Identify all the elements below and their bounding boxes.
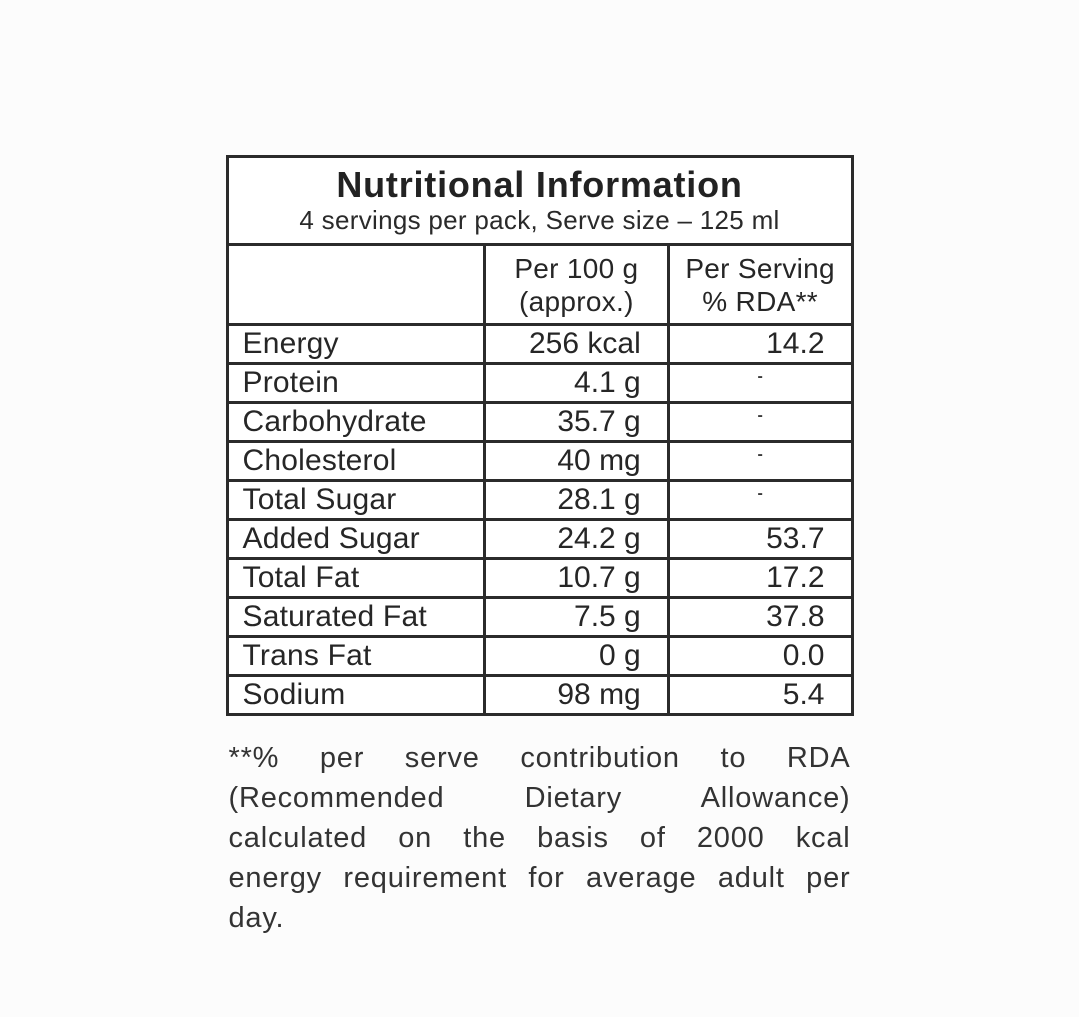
- nutrient-name: Energy: [225, 323, 486, 365]
- nutrition-label: Nutritional Information 4 servings per p…: [225, 155, 854, 938]
- nutrient-name: Total Sugar: [225, 479, 486, 521]
- table-row: Sodium 98 mg 5.4: [225, 674, 854, 716]
- per-100g-value: 28.1 g: [483, 479, 670, 521]
- title-row: Nutritional Information 4 servings per p…: [225, 155, 854, 246]
- per-serving-value: 53.7: [666, 518, 854, 560]
- nutrient-name: Trans Fat: [225, 635, 486, 677]
- per-100g-value: 98 mg: [483, 674, 670, 716]
- nutrient-name: Cholesterol: [225, 440, 486, 482]
- column-header-per-100g-line1: Per 100 g: [514, 252, 639, 284]
- table-row: Total Sugar 28.1 g-: [225, 479, 854, 521]
- table-row: Added Sugar 24.2 g 53.7: [225, 518, 854, 560]
- per-100g-value: 10.7 g: [483, 557, 670, 599]
- title-cell: Nutritional Information 4 servings per p…: [225, 155, 854, 246]
- table-row: Cholesterol 40 mg -: [225, 440, 854, 482]
- serving-info: 4 servings per pack, Serve size – 125 ml: [299, 205, 780, 235]
- nutrition-table: Nutritional Information 4 servings per p…: [225, 155, 854, 716]
- per-100g-value: 7.5 g: [483, 596, 670, 638]
- per-serving-value: -: [666, 479, 854, 521]
- table-row: Carbohydrate 35.7 g-: [225, 401, 854, 443]
- column-header-per-serving: Per Serving % RDA**: [666, 243, 854, 326]
- footnote-line: calculated on the basis of 2000 kcal: [228, 822, 851, 854]
- per-serving-value: -: [666, 401, 854, 443]
- nutrient-name: Saturated Fat: [225, 596, 486, 638]
- per-100g-value: 35.7 g: [483, 401, 670, 443]
- per-100g-value: 40 mg: [483, 440, 670, 482]
- footnote-line: day.: [228, 902, 285, 934]
- table-row: Protein 4.1 g-: [225, 362, 854, 404]
- nutrition-rows: Energy 256 kcal 14.2 Protein 4.1 g - Carbohydr…: [225, 323, 854, 716]
- per-serving-value: 5.4: [666, 674, 854, 716]
- per-serving-value: -: [666, 440, 854, 482]
- per-serving-value: 0.0: [666, 635, 854, 677]
- column-header-nutrient: [225, 243, 486, 326]
- per-serving-value: -: [666, 362, 854, 404]
- footnote-line: **% per serve contribution to RDA: [228, 742, 851, 774]
- column-header-per-100g: Per 100 g (approx.): [483, 243, 670, 326]
- footnote-line: (Recommended Dietary Allowance): [228, 782, 851, 814]
- per-serving-value: 17.2: [666, 557, 854, 599]
- per-serving-value: 37.8: [666, 596, 854, 638]
- nutrient-name: Protein: [225, 362, 486, 404]
- column-header-row: Per 100 g (approx.) Per Serving % RDA**: [225, 243, 854, 326]
- per-100g-value: 4.1 g: [483, 362, 670, 404]
- column-header-per-serving-line2: % RDA**: [702, 285, 818, 317]
- column-header-per-100g-line2: (approx.): [519, 285, 634, 317]
- page-title: Nutritional Information: [336, 164, 743, 205]
- column-header-per-serving-line1: Per Serving: [685, 252, 835, 284]
- nutrient-name: Sodium: [225, 674, 486, 716]
- per-serving-value: 14.2: [666, 323, 854, 365]
- per-100g-value: 24.2 g: [483, 518, 670, 560]
- table-row: Energy 256 kcal 14.2: [225, 323, 854, 365]
- per-100g-value: 256 kcal: [483, 323, 670, 365]
- nutrient-name: Added Sugar: [225, 518, 486, 560]
- footnote-line: energy requirement for average adult per: [228, 862, 851, 894]
- nutrient-name: Total Fat: [225, 557, 486, 599]
- table-row: Total Fat 10.7 g 17.2: [225, 557, 854, 599]
- table-row: Trans Fat 0 g 0.0: [225, 635, 854, 677]
- table-row: Saturated Fat 7.5 g 37.8: [225, 596, 854, 638]
- footnote: **% per serve contribution to RDA (Recom…: [229, 738, 851, 938]
- per-100g-value: 0 g: [483, 635, 670, 677]
- nutrient-name: Carbohydrate: [225, 401, 486, 443]
